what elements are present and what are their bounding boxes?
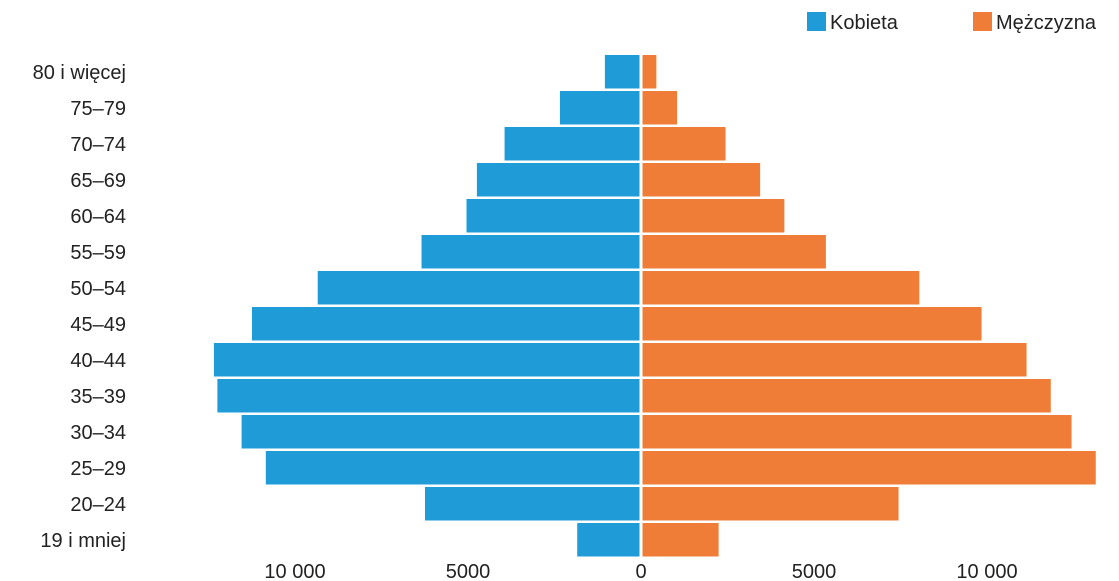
- bar-mezczyzna: [642, 307, 982, 341]
- legend-swatch: [973, 12, 992, 31]
- bar-kobieta: [265, 451, 640, 485]
- bar-kobieta: [213, 343, 640, 377]
- series-kobieta-bars: [213, 55, 640, 557]
- bar-kobieta: [559, 91, 640, 125]
- bar-mezczyzna: [642, 271, 920, 305]
- category-label: 55–59: [70, 242, 126, 264]
- x-tick-label: 10 000: [956, 561, 1017, 581]
- bar-kobieta: [504, 127, 640, 161]
- category-label: 40–44: [70, 350, 126, 372]
- bar-mezczyzna: [642, 91, 678, 125]
- category-label: 30–34: [70, 422, 126, 444]
- category-label: 45–49: [70, 314, 126, 336]
- series-mezczyzna-bars: [642, 55, 1096, 557]
- bar-mezczyzna: [642, 55, 657, 89]
- bar-mezczyzna: [642, 235, 826, 269]
- bar-kobieta: [476, 163, 640, 197]
- x-axis-tick-labels: 10 000 5000 0 5000 10 000: [264, 561, 1017, 581]
- bar-kobieta: [466, 199, 640, 233]
- x-tick-label: 0: [635, 561, 646, 581]
- bar-mezczyzna: [642, 199, 785, 233]
- bar-mezczyzna: [642, 343, 1027, 377]
- category-label: 70–74: [70, 134, 126, 156]
- x-tick-label: 5000: [446, 561, 491, 581]
- bar-kobieta: [604, 55, 640, 89]
- category-label: 19 i mniej: [40, 530, 126, 552]
- bar-mezczyzna: [642, 379, 1051, 413]
- legend-item-kobieta: Kobieta: [807, 12, 899, 34]
- bar-mezczyzna: [642, 415, 1072, 449]
- category-labels: 80 i więcej 75–79 70–74 65–69 60–64 55–59 50–5…: [33, 62, 126, 552]
- category-label: 80 i więcej: [33, 62, 126, 84]
- bar-kobieta: [251, 307, 640, 341]
- legend-item-mezczyzna: Mężczyzna: [973, 12, 1097, 34]
- bar-mezczyzna: [642, 451, 1096, 485]
- bar-mezczyzna: [642, 487, 899, 521]
- legend-label: Mężczyzna: [996, 12, 1097, 34]
- category-label: 35–39: [70, 386, 126, 408]
- category-label: 20–24: [70, 494, 126, 516]
- legend: Kobieta Mężczyzna: [807, 12, 1097, 34]
- category-label: 25–29: [70, 458, 126, 480]
- x-tick-label: 5000: [792, 561, 837, 581]
- category-label: 50–54: [70, 278, 126, 300]
- bar-kobieta: [317, 271, 640, 305]
- legend-swatch: [807, 12, 826, 31]
- bar-mezczyzna: [642, 163, 761, 197]
- category-label: 75–79: [70, 98, 126, 120]
- category-label: 65–69: [70, 170, 126, 192]
- bar-kobieta: [421, 235, 640, 269]
- bar-kobieta: [217, 379, 640, 413]
- bar-kobieta: [241, 415, 640, 449]
- legend-label: Kobieta: [830, 12, 899, 34]
- x-tick-label: 10 000: [264, 561, 325, 581]
- bar-mezczyzna: [642, 127, 726, 161]
- bar-kobieta: [577, 523, 640, 557]
- category-label: 60–64: [70, 206, 126, 228]
- bar-kobieta: [424, 487, 640, 521]
- bar-mezczyzna: [642, 523, 719, 557]
